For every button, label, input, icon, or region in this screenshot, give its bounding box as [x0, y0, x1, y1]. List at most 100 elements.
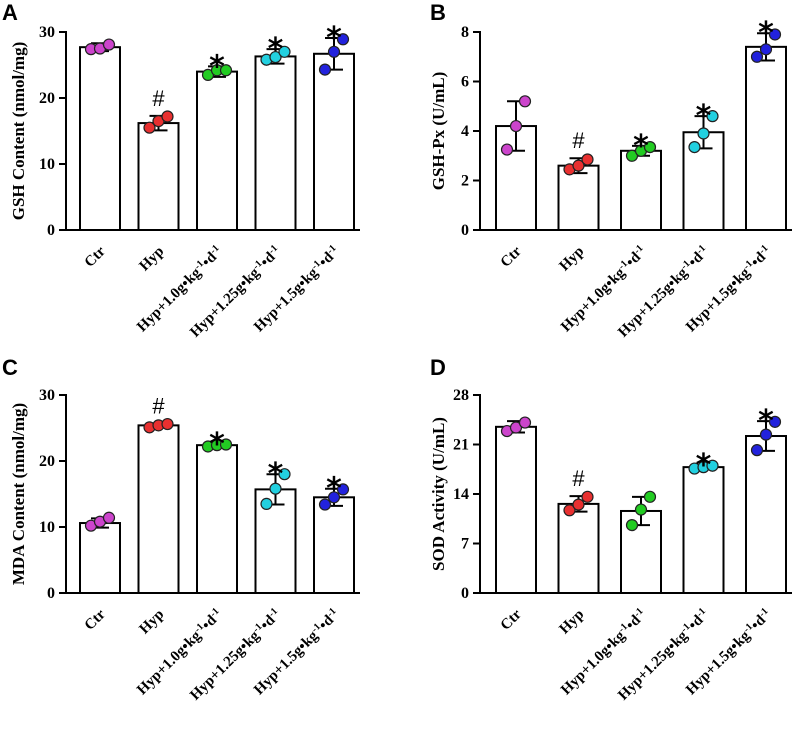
y-tick-label: 0 [47, 585, 55, 602]
bar [745, 435, 787, 594]
y-tick-label: 21 [453, 437, 469, 454]
significance-marker: * [758, 404, 774, 439]
data-point [143, 121, 156, 134]
data-point [260, 497, 273, 510]
data-point [688, 140, 701, 154]
data-point [336, 33, 350, 46]
panel-letter: B [430, 0, 446, 25]
data-point [500, 143, 514, 156]
x-tick-label-part: Hyp [557, 607, 588, 638]
significance-marker: * [268, 32, 284, 67]
data-point [706, 459, 719, 472]
y-axis-title: SOD Activity (U/mL) [429, 417, 448, 571]
data-point [102, 511, 116, 524]
data-point [518, 416, 532, 429]
data-point [759, 428, 773, 441]
x-tick-label-part: Hyp+1.0g•kg [558, 628, 629, 699]
data-point [327, 45, 341, 58]
y-tick-label: 10 [39, 156, 55, 173]
y-tick-label: 4 [461, 123, 469, 140]
y-tick-label: 20 [39, 90, 55, 107]
x-tick-label-part: Hyp+1.0g•kg [558, 265, 629, 336]
x-tick-label: Hyp [137, 607, 168, 638]
x-tick-label-part: Ctr [82, 243, 109, 270]
data-point [572, 498, 585, 511]
data-point [336, 483, 350, 496]
y-tick-label: 20 [39, 453, 55, 470]
y-tick-label: 28 [453, 387, 469, 404]
significance-marker: # [572, 128, 585, 153]
x-tick-label-part: Ctr [82, 606, 109, 633]
data-point [563, 504, 576, 517]
x-tick-label: Ctr [82, 243, 109, 270]
x-tick-label-part: Hyp+1.5g•kg [683, 265, 754, 336]
x-tick-label: Ctr [82, 606, 109, 633]
x-tick-label-part: Hyp [557, 244, 588, 275]
bar [495, 425, 537, 595]
significance-marker: * [326, 472, 342, 507]
data-point [768, 415, 782, 428]
significance-marker: # [572, 466, 585, 491]
bar [79, 46, 121, 232]
y-tick-label: 6 [461, 74, 469, 91]
data-point [572, 159, 585, 172]
panel-letter: C [2, 355, 18, 380]
data-point [581, 490, 594, 503]
bar [137, 424, 180, 594]
data-point [161, 417, 174, 431]
significance-marker: * [633, 129, 649, 164]
bar [557, 502, 600, 594]
panel-letter: A [2, 0, 18, 25]
y-tick-label: 30 [39, 24, 55, 41]
y-axis-title: MDA Content (nmol/mg) [9, 403, 28, 585]
significance-marker: * [696, 448, 712, 483]
x-tick-label-part: Hyp+1.5g•kg [683, 628, 754, 699]
bar [254, 55, 297, 231]
x-tick-label-part: Hyp [137, 244, 168, 275]
data-point [278, 468, 291, 481]
data-point [509, 119, 523, 133]
y-tick-label: 30 [39, 387, 55, 404]
data-point [269, 50, 282, 64]
data-point [318, 63, 332, 76]
x-tick-label-part: Hyp [137, 607, 168, 638]
significance-marker: * [209, 427, 225, 462]
x-tick-label: Ctr [498, 243, 525, 270]
data-point [327, 491, 341, 504]
data-point [161, 110, 174, 123]
data-point [318, 498, 332, 511]
data-point [102, 38, 116, 51]
y-tick-label: 14 [453, 486, 469, 503]
data-point [750, 444, 764, 457]
bar [745, 45, 787, 231]
data-point [697, 127, 710, 140]
x-tick-label-part: Ctr [498, 243, 525, 270]
significance-marker: * [268, 457, 284, 492]
data-point [634, 503, 648, 516]
y-tick-label: 2 [461, 173, 469, 190]
bar [196, 444, 238, 594]
y-tick-label: 8 [461, 24, 469, 41]
y-tick-label: 0 [47, 222, 55, 239]
data-point [518, 95, 532, 108]
x-tick-label: Hyp [137, 244, 168, 275]
bar [137, 122, 180, 231]
x-tick-label: Hyp [557, 244, 588, 275]
data-point [625, 519, 639, 532]
data-point [768, 28, 782, 41]
panel-letter: D [430, 355, 446, 380]
y-axis-title: GSH Content (nmol/mg) [9, 42, 28, 221]
bar [79, 522, 121, 594]
bar [196, 70, 238, 231]
bar [557, 164, 600, 231]
significance-marker: * [758, 16, 774, 51]
bar [313, 496, 355, 594]
data-point [278, 45, 291, 58]
significance-marker: # [152, 86, 165, 111]
significance-marker: * [326, 21, 342, 56]
data-point [581, 153, 594, 166]
